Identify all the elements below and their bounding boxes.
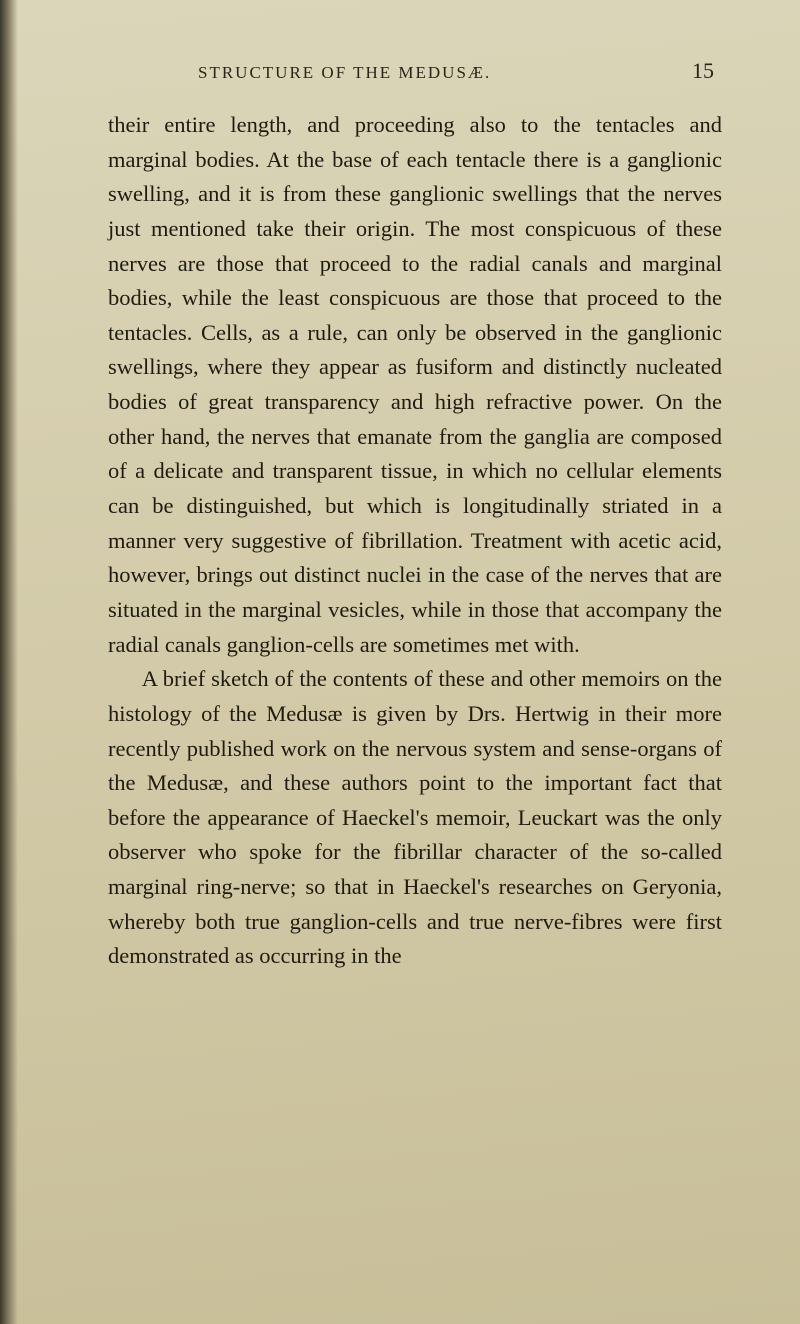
page-header: STRUCTURE OF THE MEDUSÆ. 15 (108, 58, 722, 84)
running-title: STRUCTURE OF THE MEDUSÆ. (198, 63, 491, 83)
paragraph: A brief sketch of the contents of these … (108, 662, 722, 974)
body-text: their entire length, and proceeding also… (108, 108, 722, 974)
page-number: 15 (692, 58, 714, 84)
book-page: STRUCTURE OF THE MEDUSÆ. 15 their entire… (0, 0, 800, 1324)
paragraph: their entire length, and proceeding also… (108, 108, 722, 662)
